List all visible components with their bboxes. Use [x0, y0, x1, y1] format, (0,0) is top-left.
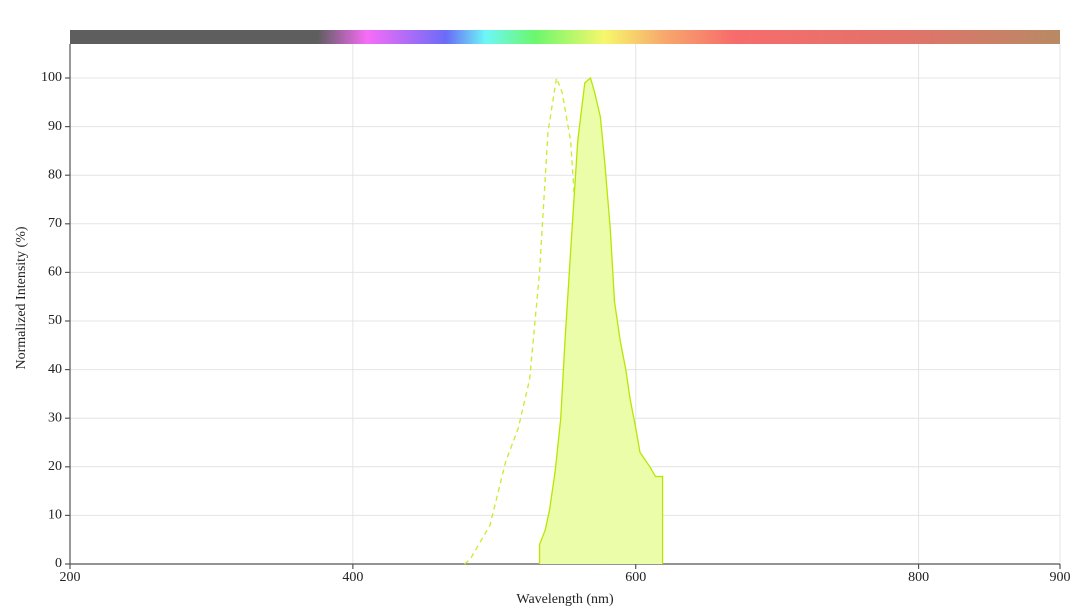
y-tick-label: 40 — [48, 362, 62, 377]
spectrum-line — [538, 76, 664, 564]
spectrum-bar — [70, 30, 1060, 44]
x-tick-label: 400 — [342, 570, 363, 585]
y-tick-label: 60 — [48, 265, 62, 280]
y-tick-label: 100 — [41, 70, 62, 85]
y-tick-label: 20 — [48, 459, 62, 474]
x-tick-label: 600 — [625, 570, 646, 585]
x-tick-label: 900 — [1050, 570, 1071, 585]
y-tick-label: 70 — [48, 216, 62, 231]
x-tick-label: 800 — [908, 570, 929, 585]
emission-area — [539, 78, 663, 564]
y-axis-label: Normalized Intensity (%) — [14, 226, 29, 369]
y-tick-label: 90 — [48, 119, 62, 134]
x-tick-label: 200 — [60, 570, 81, 585]
y-tick-label: 0 — [55, 556, 62, 571]
y-tick-label: 50 — [48, 313, 62, 328]
y-tick-label: 80 — [48, 167, 62, 182]
x-axis-label: Wavelength (nm) — [516, 592, 614, 607]
y-tick-label: 10 — [48, 508, 62, 523]
y-tick-label: 30 — [48, 410, 62, 425]
